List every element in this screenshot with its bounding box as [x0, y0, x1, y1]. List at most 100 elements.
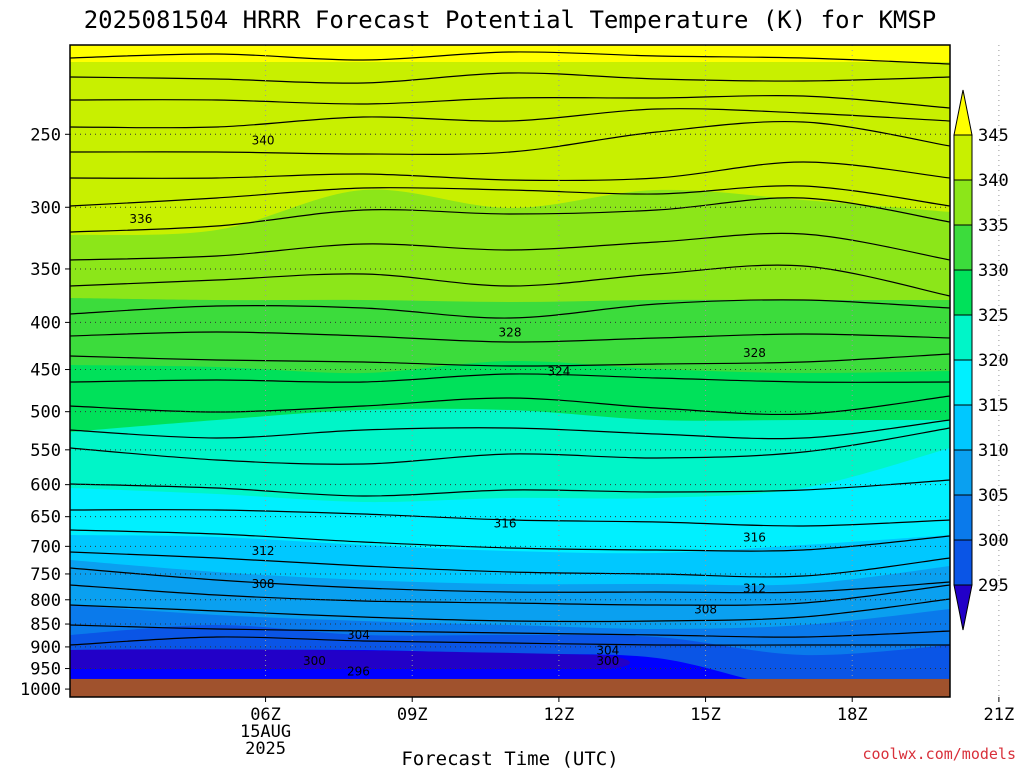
contour-line-2 — [69, 94, 951, 109]
contour-line-5 — [69, 161, 951, 182]
ground-terrain — [70, 678, 950, 697]
contour-line-16 — [69, 427, 951, 465]
plot-frame — [69, 44, 951, 698]
contour-label-300: 300 — [303, 654, 326, 668]
colorbar-label-345: 345 — [978, 126, 1009, 146]
colorbar-label-335: 335 — [978, 216, 1009, 236]
y-tick-label-550: 550 — [30, 441, 61, 461]
contour-line-12 — [69, 353, 951, 367]
colorbar-extend-top — [953, 89, 973, 136]
contour-labels: 3403363283283243163163123123083083043043… — [129, 134, 766, 679]
colorbar: 345 340 335 330 325 320 315 310 305 300 295 — [953, 89, 1009, 631]
contour-line-15 — [69, 419, 951, 440]
colorbar-label-340: 340 — [978, 171, 1009, 191]
colorbar-segment-1 — [953, 179, 973, 226]
contour-line-6 — [69, 185, 951, 207]
y-tick-label-800: 800 — [30, 591, 61, 611]
colorbar-extend-bottom — [953, 584, 973, 631]
colorbar-segment-8 — [953, 494, 973, 541]
colorbar-segment-9 — [953, 539, 973, 586]
colorbar-segment-7 — [953, 449, 973, 496]
chart-title: 2025081504 HRRR Forecast Potential Tempe… — [84, 6, 937, 34]
grid-lines — [70, 45, 1000, 697]
y-tick-label-950: 950 — [30, 660, 61, 680]
x-tick-label-12Z: 12Z — [544, 705, 575, 725]
y-tick-label-900: 900 — [30, 638, 61, 658]
contour-label-304: 304 — [347, 628, 370, 642]
contour-line-17 — [69, 479, 951, 497]
colorbar-segment-3 — [953, 269, 973, 316]
colorbar-label-315: 315 — [978, 396, 1009, 416]
contour-line-18 — [69, 509, 951, 527]
y-tick-label-250: 250 — [30, 125, 61, 145]
contour-line-21 — [69, 567, 951, 594]
contour-line-19 — [69, 529, 951, 552]
contour-line-9 — [69, 264, 951, 297]
plot-area: 3403363283283243163163123123083083043043… — [69, 44, 1000, 698]
colorbar-label-310: 310 — [978, 441, 1009, 461]
contour-line-20 — [69, 551, 951, 578]
contour-label-308: 308 — [252, 577, 275, 591]
x-tick-date: 15AUG — [240, 722, 291, 742]
colorbar-label-330: 330 — [978, 261, 1009, 281]
contour-label-328: 328 — [743, 346, 766, 360]
contour-line-13 — [69, 373, 951, 383]
y-tick-label-1000: 1000 — [20, 680, 61, 700]
x-tick-label-15Z: 15Z — [690, 705, 721, 725]
contour-label-304: 304 — [596, 643, 619, 657]
y-tick-label-700: 700 — [30, 537, 61, 557]
contour-line-7 — [69, 197, 951, 233]
x-tick-label-06Z: 06Z — [250, 705, 281, 725]
contour-line-3 — [69, 108, 951, 129]
y-tick-label-850: 850 — [30, 615, 61, 635]
contour-line-23 — [69, 598, 951, 623]
fill-band-coldest — [70, 649, 630, 669]
contour-line-4 — [69, 120, 951, 155]
contour-lines — [69, 51, 951, 646]
x-tick-label-18Z: 18Z — [837, 705, 868, 725]
colorbar-label-320: 320 — [978, 351, 1009, 371]
contour-label-328: 328 — [499, 325, 522, 339]
contour-label-296: 296 — [347, 664, 370, 678]
contour-line-1 — [69, 72, 951, 84]
contour-label-316: 316 — [743, 531, 766, 545]
x-tick-label-09Z: 09Z — [397, 705, 428, 725]
contour-line-14 — [69, 395, 951, 416]
y-tick-label-600: 600 — [30, 476, 61, 496]
contour-line-22 — [69, 584, 951, 606]
y-tick-label-300: 300 — [30, 198, 61, 218]
contour-label-324: 324 — [547, 364, 570, 378]
contour-label-316: 316 — [494, 516, 517, 530]
colorbar-label-295: 295 — [978, 576, 1009, 596]
y-tick-label-350: 350 — [30, 260, 61, 280]
contour-label-312: 312 — [252, 544, 275, 558]
colorbar-segment-5 — [953, 359, 973, 406]
y-axis: 250 300 350 400 450 500 550 600 650 700 750 800 850 9… — [20, 125, 70, 700]
contour-line-25 — [69, 636, 950, 646]
colorbar-segment-2 — [953, 224, 973, 271]
contour-label-340: 340 — [252, 134, 275, 148]
contour-label-308: 308 — [694, 603, 717, 617]
contour-line-10 — [69, 299, 951, 319]
contour-line-0 — [69, 51, 951, 65]
credit-text: coolwx.com/models — [862, 745, 1016, 763]
colorbar-label-305: 305 — [978, 486, 1009, 506]
contour-line-8 — [69, 232, 951, 261]
contour-line-24 — [69, 624, 951, 638]
colorbar-segment-0 — [953, 134, 973, 181]
contour-label-312: 312 — [743, 582, 766, 596]
y-tick-label-450: 450 — [30, 361, 61, 381]
y-tick-label-500: 500 — [30, 403, 61, 423]
colorbar-label-325: 325 — [978, 306, 1009, 326]
colorbar-label-300: 300 — [978, 531, 1009, 551]
filled-contours — [70, 45, 950, 697]
x-tick-label-21Z: 21Z — [984, 705, 1015, 725]
y-tick-label-750: 750 — [30, 565, 61, 585]
contour-line-11 — [69, 331, 951, 343]
colorbar-segment-6 — [953, 404, 973, 451]
y-tick-label-400: 400 — [30, 313, 61, 333]
x-tick-year: 2025 — [245, 739, 286, 759]
x-axis-label: Forecast Time (UTC) — [401, 748, 618, 768]
